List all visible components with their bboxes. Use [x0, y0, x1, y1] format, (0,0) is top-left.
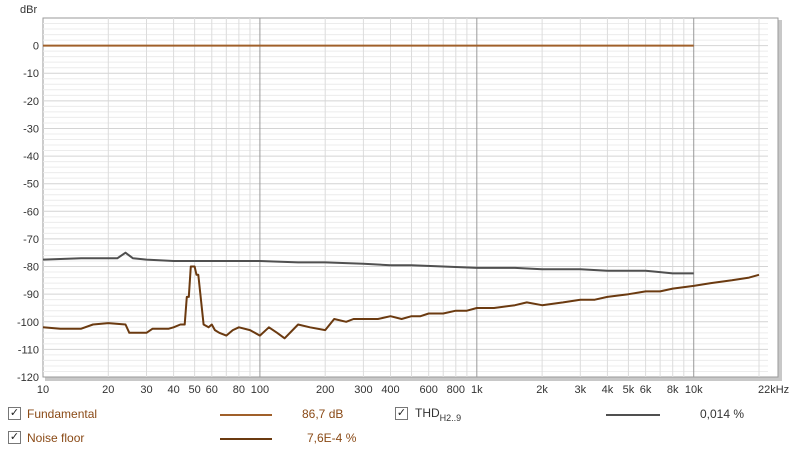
y-tick-label: -10	[23, 68, 39, 80]
x-tick-label: 50	[188, 384, 200, 396]
x-tick-label: 40	[167, 384, 179, 396]
y-tick-label: -80	[23, 262, 39, 274]
noise-floor-label: Noise floor	[27, 431, 85, 445]
frequency-response-chart: 0 -10 -20 -30 -40 -50 -60 -70 -80 -90 -100 -110 -120…	[17, 4, 789, 396]
thd-label: THDH2..9	[415, 406, 461, 425]
x-tick-label: 400	[381, 384, 399, 396]
x-tick-label: 3k	[574, 384, 586, 396]
x-tick-label: 22kHz	[758, 384, 789, 396]
x-tick-label: 200	[316, 384, 334, 396]
thd-checkbox[interactable]: ✓	[395, 407, 408, 420]
x-tick-label: 600	[420, 384, 438, 396]
y-tick-label: -100	[17, 317, 39, 329]
y-tick-label: 0	[33, 41, 39, 53]
y-tick-label: -40	[23, 151, 39, 163]
x-tick-label: 6k	[640, 384, 652, 396]
thd-label-sub: H2..9	[439, 413, 462, 423]
noise-floor-checkbox[interactable]: ✓	[8, 431, 21, 444]
y-axis-ticks: 0 -10 -20 -30 -40 -50 -60 -70 -80 -90 -100 -110 -120	[17, 41, 39, 384]
fundamental-value: 86,7 dB	[302, 407, 344, 421]
y-tick-label: -120	[17, 372, 39, 384]
y-tick-label: -90	[23, 289, 39, 301]
x-tick-label: 1k	[471, 384, 483, 396]
plot-area	[42, 17, 779, 378]
y-tick-label: -30	[23, 123, 39, 135]
x-tick-label: 60	[206, 384, 218, 396]
noise-floor-legend-line	[220, 438, 272, 440]
y-tick-label: -50	[23, 179, 39, 191]
major-gridlines	[43, 18, 768, 377]
noise-floor-line	[42, 265, 760, 340]
legend: ✓ Fundamental 86,7 dB ✓ THDH2..9 0,014 %…	[0, 400, 800, 453]
x-tick-label: 30	[140, 384, 152, 396]
y-tick-label: -70	[23, 234, 39, 246]
series-layer	[42, 44, 760, 340]
x-tick-label: 4k	[602, 384, 614, 396]
fundamental-legend-line	[220, 414, 272, 416]
minor-gridlines	[43, 18, 768, 377]
x-tick-label: 10k	[685, 384, 703, 396]
x-tick-label: 800	[447, 384, 465, 396]
y-tick-label: -60	[23, 206, 39, 218]
thd-line	[42, 251, 694, 275]
x-tick-label: 100	[251, 384, 269, 396]
x-axis-ticks: 10 20 30 40 50 60 80 100 200 300 400 600 800 1k 2k 3k 4k…	[37, 384, 789, 396]
x-tick-label: 2k	[536, 384, 548, 396]
x-tick-label: 5k	[623, 384, 635, 396]
y-tick-label: -20	[23, 96, 39, 108]
thd-legend-line	[606, 414, 660, 416]
fundamental-label: Fundamental	[27, 407, 98, 421]
y-axis-unit-label: dBr	[20, 4, 37, 16]
noise-floor-value: 7,6E-4 %	[307, 431, 357, 445]
y-tick-label: -110	[18, 344, 39, 356]
x-tick-label: 20	[102, 384, 114, 396]
legend-row-noise-floor: ✓ Noise floor 7,6E-4 %	[0, 430, 800, 450]
fundamental-checkbox[interactable]: ✓	[8, 407, 21, 420]
x-tick-label: 80	[233, 384, 245, 396]
x-tick-label: 8k	[667, 384, 679, 396]
x-tick-label: 300	[354, 384, 372, 396]
thd-label-main: THD	[415, 406, 440, 420]
x-tick-label: 10	[37, 384, 49, 396]
legend-row-fundamental: ✓ Fundamental 86,7 dB ✓ THDH2..9 0,014 %	[0, 406, 800, 426]
thd-value: 0,014 %	[700, 407, 745, 421]
